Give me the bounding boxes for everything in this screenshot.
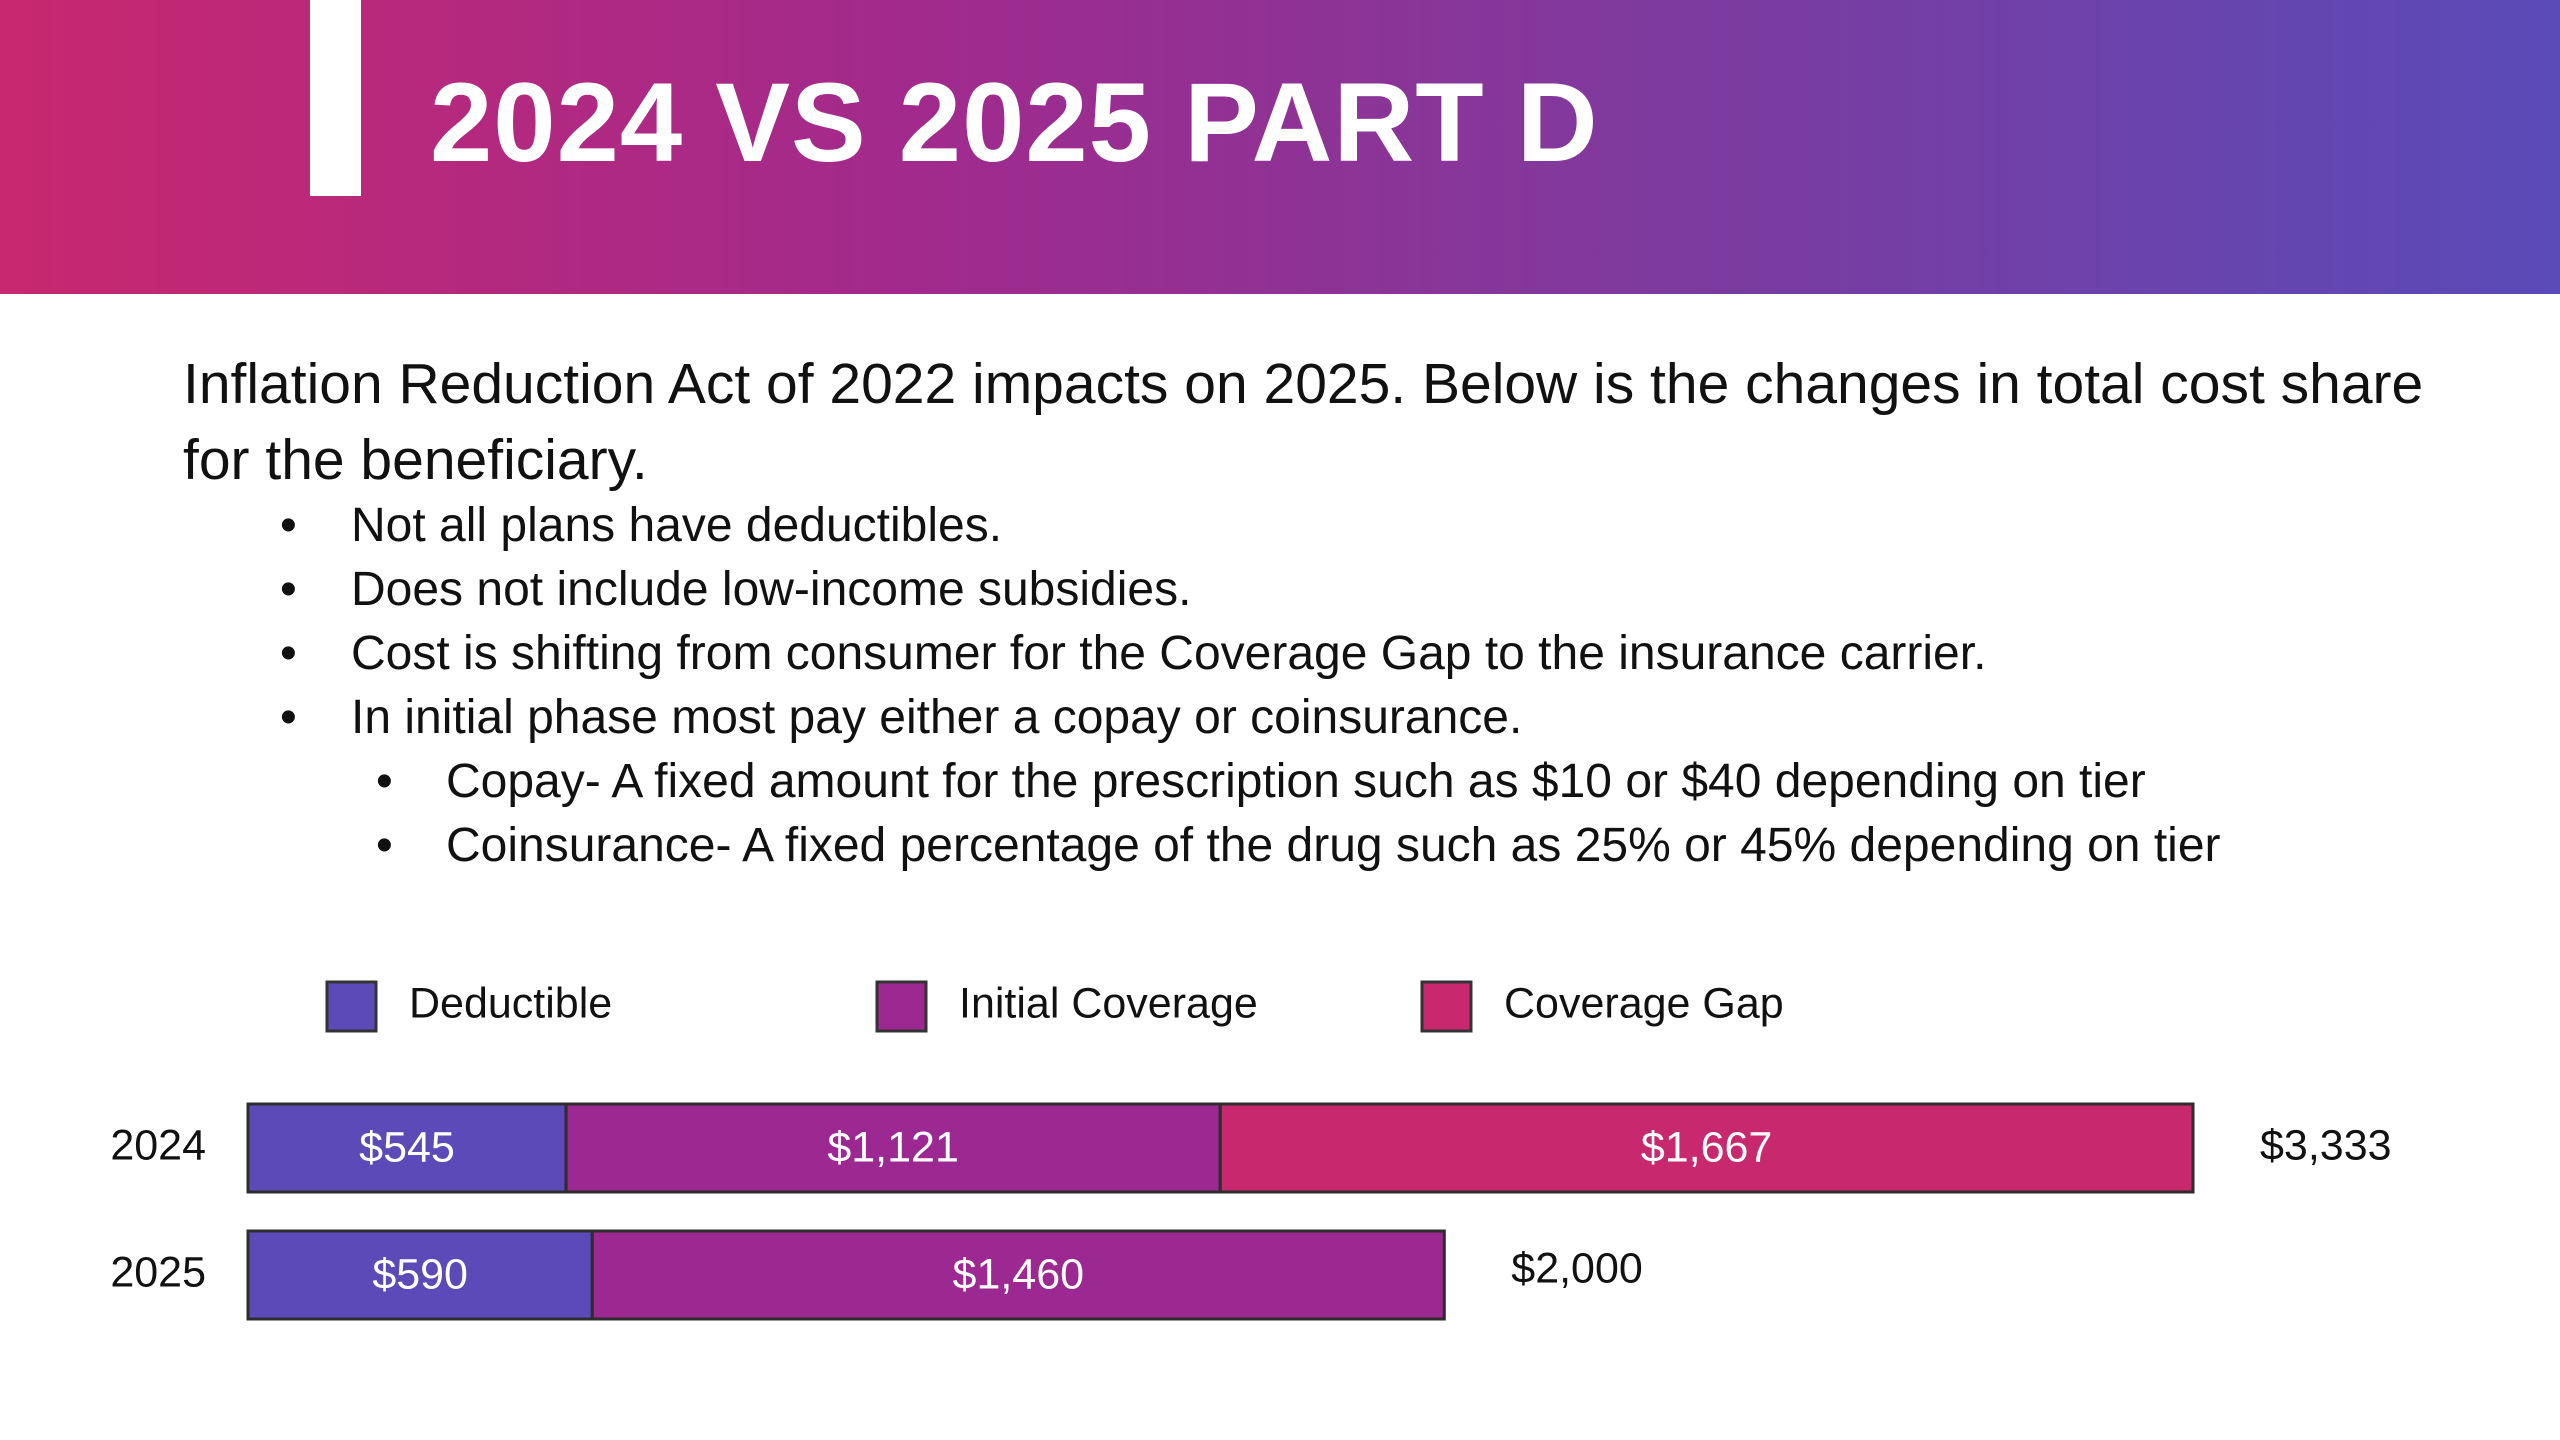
legend-label: Deductible	[409, 979, 612, 1027]
bullet-text: Cost is shifting from consumer for the C…	[351, 627, 1987, 680]
legend-swatch	[325, 980, 378, 1033]
value-label: $1,667	[1641, 1123, 1773, 1171]
sub-bullet-text: Coinsurance- A fixed percentage of the d…	[446, 819, 2221, 872]
legend-label: Coverage Gap	[1504, 979, 1784, 1027]
value-label: $590	[372, 1250, 468, 1298]
bar-segment	[246, 1229, 594, 1321]
bullet-text: Does not include low-income subsidies.	[351, 563, 1192, 616]
bullet-text: Not all plans have deductibles.	[351, 499, 1003, 552]
legend-label: Initial Coverage	[959, 979, 1258, 1027]
sub-bullet-text: Copay- A fixed amount for the prescripti…	[446, 755, 2146, 808]
header-band	[0, 0, 2560, 294]
bullet-dot: •	[376, 755, 393, 808]
category-label: 2024	[110, 1121, 206, 1169]
bar-segment	[590, 1229, 1446, 1321]
bullet-dot: •	[280, 691, 297, 744]
bar-segment	[564, 1102, 1222, 1194]
category-label: 2025	[110, 1248, 206, 1296]
slide-title: 2024 VS 2025 PART D	[430, 60, 1599, 185]
total-label: $2,000	[1511, 1244, 1643, 1292]
bullet-dot: •	[280, 563, 297, 616]
bullet-dot: •	[376, 819, 393, 872]
legend-swatch	[875, 980, 928, 1033]
value-label: $1,460	[953, 1250, 1085, 1298]
intro-text: Inflation Reduction Act of 2022 impacts …	[183, 352, 2424, 492]
value-label: $545	[359, 1123, 455, 1171]
bullet-text: In initial phase most pay either a copay…	[351, 691, 1523, 744]
legend-swatch	[1420, 980, 1473, 1033]
bullet-dot: •	[280, 627, 297, 680]
bullet-dot: •	[280, 499, 297, 552]
total-label: $3,333	[2260, 1121, 2392, 1169]
bar-segment	[246, 1102, 568, 1194]
accent-bar	[310, 0, 361, 196]
bar-segment	[1218, 1102, 2195, 1194]
value-label: $1,121	[827, 1123, 959, 1171]
